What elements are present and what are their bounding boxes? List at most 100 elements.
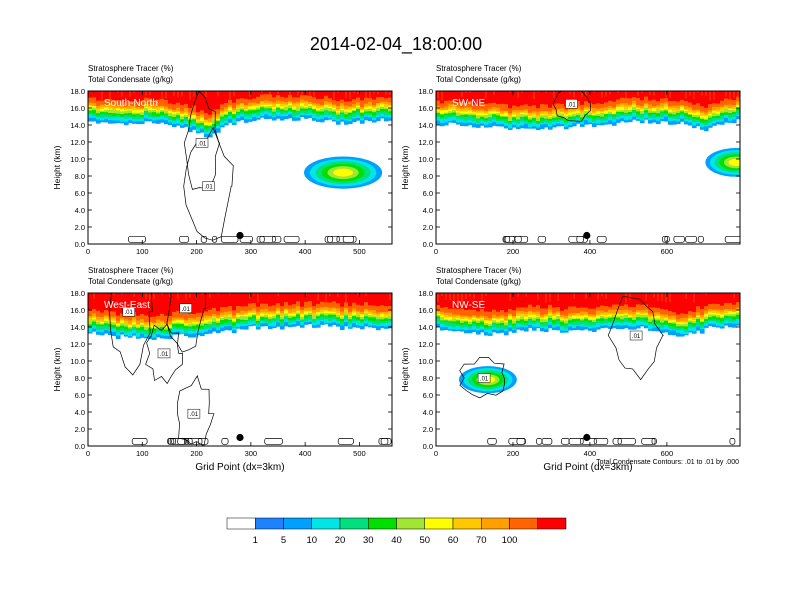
tracer-streak: [449, 293, 451, 300]
tracer-streak: [257, 293, 259, 303]
y-tick-label: 2.0: [423, 223, 433, 232]
tracer-streak: [101, 91, 103, 101]
tracer-cell: [732, 91, 737, 101]
tracer-streak: [593, 91, 595, 93]
tracer-cell: [268, 293, 273, 307]
surface-contour: [184, 438, 193, 445]
tracer-cell: [648, 293, 653, 308]
tracer-cell: [88, 91, 93, 98]
tracer-cell: [660, 293, 665, 309]
tracer-cell: [296, 91, 301, 98]
tracer-streak: [109, 91, 111, 101]
contour-label: .01: [567, 102, 576, 108]
tracer-streak: [301, 91, 303, 99]
y-tick-label: 12.0: [70, 138, 85, 147]
tracer-field: [88, 91, 392, 244]
location-marker: [236, 433, 244, 442]
tracer-cell: [716, 293, 721, 305]
tracer-cell: [484, 91, 489, 104]
tracer-cell: [240, 293, 245, 307]
tracer-streak: [145, 293, 147, 299]
tracer-streak: [625, 91, 627, 100]
tracer-cell: [512, 91, 517, 106]
tracer-cell: [300, 91, 305, 100]
surface-contour: [685, 235, 697, 243]
tracer-cell: [508, 293, 513, 309]
tracer-cell: [580, 293, 585, 308]
tracer-cell: [172, 293, 177, 312]
tracer-cell: [672, 91, 677, 101]
tracer-cell: [724, 293, 729, 303]
x-tick-label: 600: [661, 449, 674, 458]
tracer-cell: [304, 91, 309, 101]
tracer-streak: [249, 91, 251, 97]
tracer-cell: [320, 91, 325, 99]
tracer-streak: [149, 293, 151, 301]
tracer-cell: [324, 91, 329, 102]
colorbar-cell: [368, 517, 397, 530]
tracer-streak: [485, 91, 487, 98]
tracer-cell: [160, 293, 165, 314]
tracer-cell: [320, 293, 325, 302]
surface-contour: [617, 438, 636, 445]
y-tick-label: 14.0: [418, 121, 433, 130]
surface-contour: [187, 438, 203, 445]
tracer-cell: [100, 293, 105, 313]
tracer-cell: [360, 91, 365, 101]
figure-title: 2014-02-04_18:00:00: [310, 34, 482, 55]
x-tick-label: 0: [86, 247, 90, 256]
tracer-cell: [552, 293, 557, 308]
tracer-streak: [601, 293, 603, 296]
tracer-cell: [612, 91, 617, 102]
tracer-cell: [152, 91, 157, 101]
tracer-cell: [616, 91, 621, 100]
contour-label: .01: [160, 352, 169, 358]
panel-label: NW-SE: [452, 300, 485, 311]
tracer-cell: [156, 91, 161, 100]
tracer-cell: [352, 91, 357, 100]
tracer-cell: [288, 91, 293, 101]
tracer-cell: [104, 293, 109, 311]
tracer-streak: [165, 91, 167, 99]
panel-frame: [435, 292, 741, 447]
surface-contour: [264, 438, 283, 445]
contour-label: .01: [125, 310, 134, 316]
contour-label-box: [122, 306, 135, 317]
contour-label-box: [477, 373, 491, 383]
tracer-cell: [216, 91, 221, 110]
tracer-cell: [528, 91, 533, 107]
tracer-cell: [564, 293, 569, 310]
colorbar-label: 60: [448, 535, 459, 546]
tracer-cell: [188, 91, 193, 109]
y-tick-label: 4.0: [75, 206, 85, 215]
tracer-cell: [676, 91, 681, 102]
tracer-cell: [312, 293, 317, 307]
tracer-cell: [372, 91, 377, 100]
tracer-cell: [720, 91, 725, 101]
tracer-streak: [349, 91, 351, 100]
tracer-cell: [292, 293, 297, 305]
tracer-cell: [288, 293, 293, 306]
surface-contour: [378, 438, 392, 445]
tracer-streak: [681, 91, 683, 93]
surface-contour: [131, 438, 148, 445]
tracer-cell: [520, 91, 525, 106]
y-tick-label: 0.0: [423, 240, 433, 249]
tracer-streak: [369, 91, 371, 102]
tracer-streak: [737, 293, 739, 295]
tracer-streak: [533, 91, 535, 100]
tracer-cell: [656, 293, 661, 308]
tracer-streak: [209, 293, 211, 299]
tracer-streak: [145, 91, 147, 96]
tracer-cell: [524, 293, 529, 308]
tracer-cell: [464, 293, 469, 310]
tracer-cell: [556, 91, 561, 104]
tracer-cell: [260, 293, 265, 304]
tracer-streak: [461, 91, 463, 98]
tracer-streak: [337, 91, 339, 93]
tracer-streak: [153, 293, 155, 300]
tracer-cell: [148, 293, 153, 317]
tracer-field: [436, 293, 740, 446]
tracer-streak: [189, 91, 191, 100]
panel-label: South-North: [104, 98, 158, 109]
